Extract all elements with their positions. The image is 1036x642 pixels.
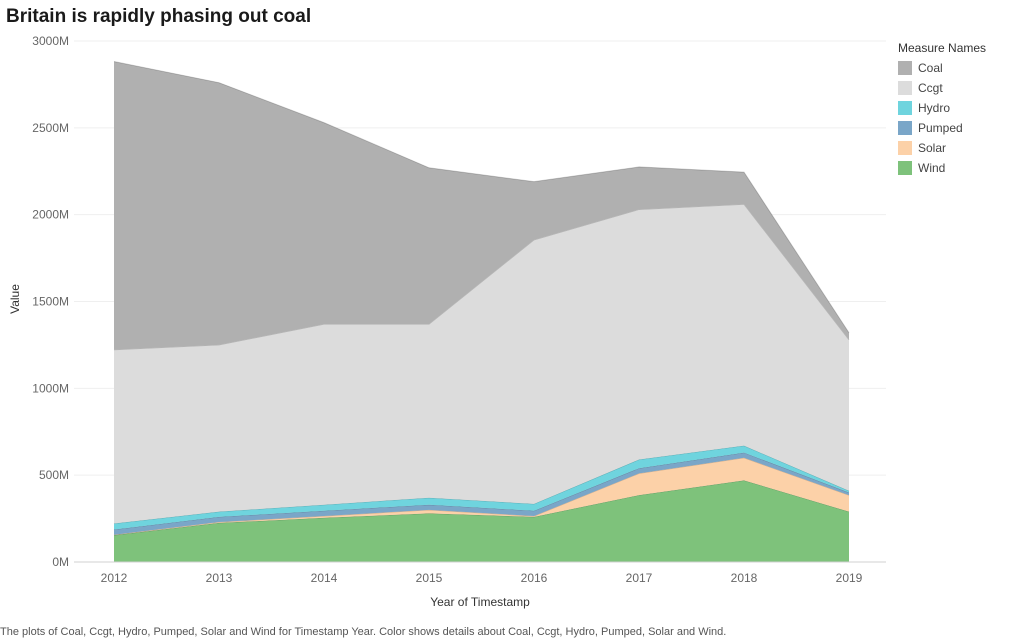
x-tick-label: 2019 (836, 571, 863, 585)
legend-label-wind: Wind (918, 161, 946, 175)
legend-swatch-hydro (898, 101, 912, 115)
area-series (113, 61, 850, 562)
legend-label-ccgt: Ccgt (918, 81, 943, 95)
area-solar[interactable] (114, 457, 849, 536)
legend-item-pumped[interactable]: Pumped (898, 118, 986, 138)
legend-swatch-ccgt (898, 81, 912, 95)
chart-caption: The plots of Coal, Ccgt, Hydro, Pumped, … (0, 626, 727, 638)
legend-item-coal[interactable]: Coal (898, 58, 986, 78)
legend-label-coal: Coal (918, 61, 943, 75)
area-wind[interactable] (114, 480, 849, 562)
legend-item-ccgt[interactable]: Ccgt (898, 78, 986, 98)
legend-label-solar: Solar (918, 141, 947, 155)
x-tick-label: 2018 (731, 571, 758, 585)
y-tick-label: 0M (52, 555, 69, 569)
legend-item-hydro[interactable]: Hydro (898, 98, 986, 118)
legend-swatch-coal (898, 61, 912, 75)
legend-item-solar[interactable]: Solar (898, 138, 986, 158)
y-tick-label: 2500M (32, 121, 69, 135)
legend-swatch-wind (898, 161, 912, 175)
x-tick-label: 2012 (101, 571, 128, 585)
y-tick-label: 500M (39, 468, 69, 482)
legend-swatch-solar (898, 141, 912, 155)
x-tick-label: 2016 (521, 571, 548, 585)
y-axis-title: Value (8, 284, 22, 314)
area-pumped[interactable] (114, 452, 849, 535)
chart-title: Britain is rapidly phasing out coal (6, 6, 312, 27)
area-hydro[interactable] (114, 445, 849, 530)
x-tick-label: 2013 (206, 571, 233, 585)
legend-label-pumped: Pumped (918, 121, 963, 135)
y-tick-label: 2000M (32, 208, 69, 222)
x-tick-label: 2014 (311, 571, 338, 585)
y-tick-label: 1000M (32, 381, 69, 395)
x-axis-title: Year of Timestamp (430, 595, 530, 609)
y-axis-ticks: 0M 500M 1000M 1500M 2000M 2500M 3000M (32, 34, 69, 569)
legend: Measure Names Coal Ccgt Hydro Pumped Sol… (898, 41, 986, 178)
area-coal[interactable] (114, 61, 849, 350)
legend-swatch-pumped (898, 121, 912, 135)
area-edge-coal (113, 61, 850, 334)
y-tick-label: 3000M (32, 34, 69, 48)
area-ccgt[interactable] (114, 204, 849, 524)
x-tick-label: 2017 (626, 571, 653, 585)
legend-label-hydro: Hydro (918, 101, 951, 115)
x-tick-label: 2015 (416, 571, 443, 585)
x-axis-ticks: 2012 2013 2014 2015 2016 2017 2018 2019 (101, 571, 863, 585)
y-tick-label: 1500M (32, 295, 69, 309)
legend-title: Measure Names (898, 41, 987, 55)
legend-item-wind[interactable]: Wind (898, 158, 986, 178)
